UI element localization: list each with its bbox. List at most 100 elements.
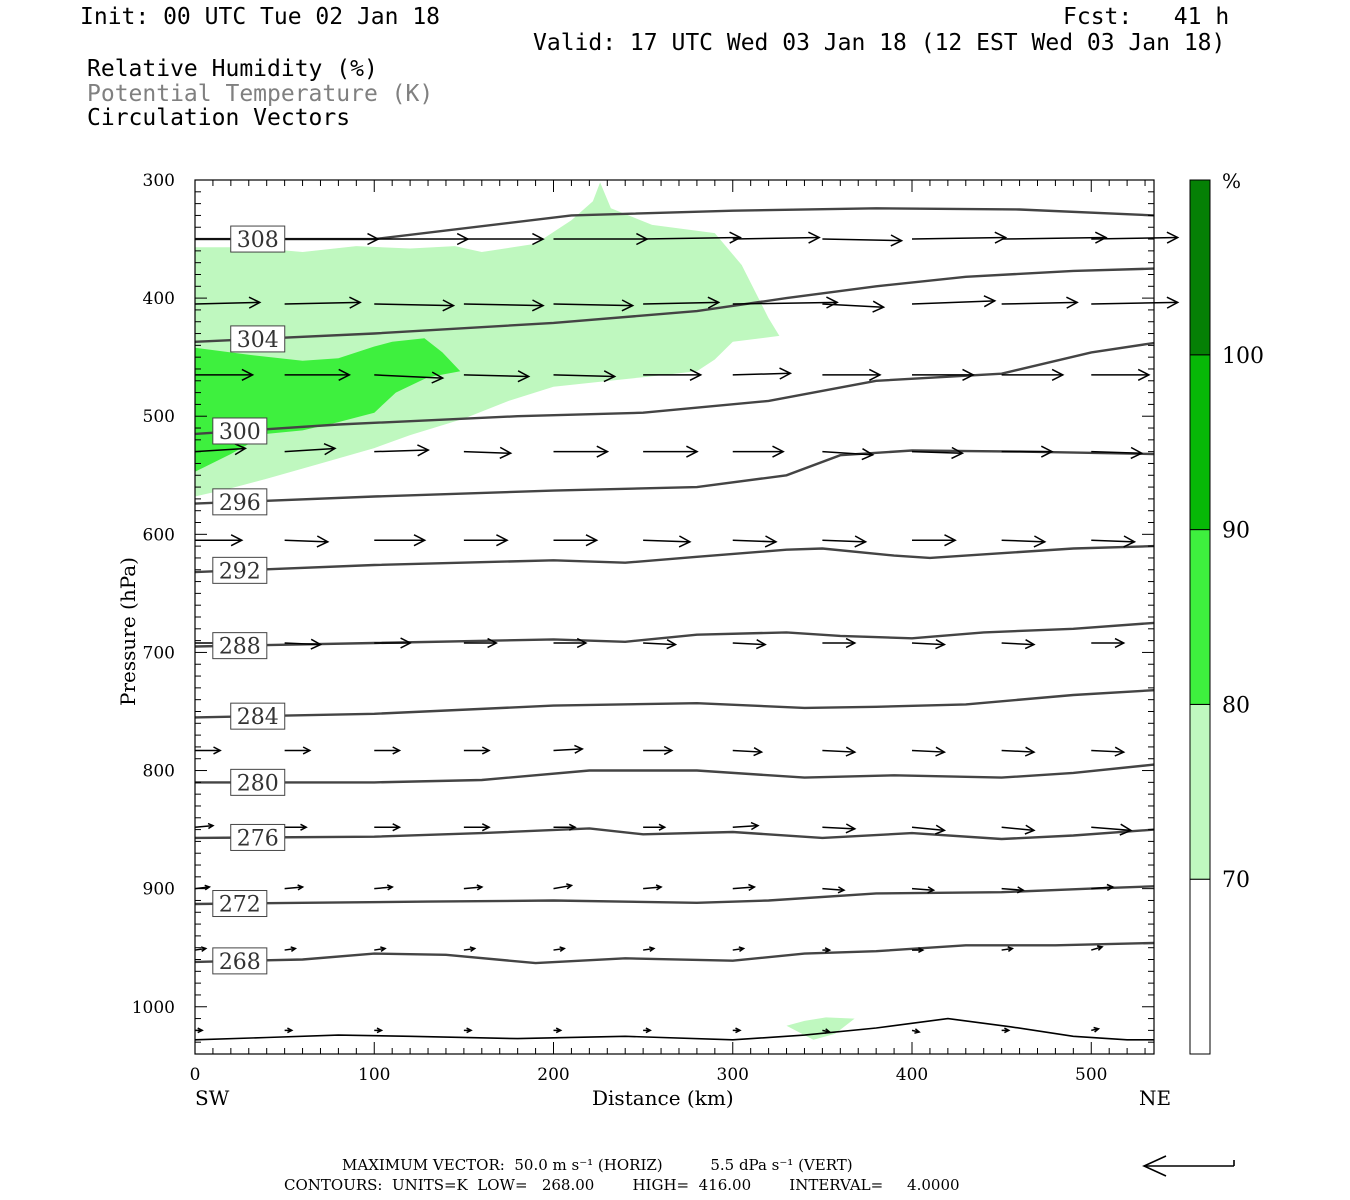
vector-head [1093, 1026, 1101, 1033]
vector-head [585, 534, 599, 547]
vector-shaft [822, 539, 866, 543]
circulation-vector [732, 367, 793, 380]
vector-shaft [1091, 826, 1131, 832]
vector-head [300, 823, 308, 831]
vector-head [753, 747, 764, 757]
vector-head [197, 1027, 204, 1034]
circulation-vector [643, 445, 699, 458]
vector-head [287, 1027, 294, 1034]
vector-head [234, 443, 248, 456]
theta-label-text: 280 [237, 771, 279, 796]
circulation-vector [911, 295, 997, 308]
circulation-vector [1001, 535, 1047, 548]
theta-label-276: 276 [230, 823, 286, 851]
vector-head [824, 1028, 832, 1034]
vector-head [338, 368, 352, 381]
vector-head [826, 296, 839, 309]
colorbar-unit: % [1222, 169, 1241, 193]
circulation-vector [732, 1027, 742, 1034]
circulation-vector [1091, 945, 1104, 951]
vector-shaft [284, 642, 321, 646]
vector-head [621, 299, 635, 312]
vector-head [487, 637, 498, 649]
vector-head [994, 231, 1008, 244]
circulation-vector [284, 638, 323, 650]
theta-label-text: 308 [237, 228, 279, 253]
vector-shaft [911, 887, 934, 891]
vector-head [845, 823, 857, 834]
y-tick-label: 900 [143, 880, 175, 900]
vector-head [1024, 639, 1036, 650]
circulation-vector [284, 884, 305, 891]
vector-shaft [1091, 450, 1142, 454]
theta-contour-276 [194, 827, 1155, 841]
vector-head [854, 535, 868, 548]
vector-head [323, 443, 337, 456]
vector-head [532, 232, 545, 246]
vector-head [1051, 368, 1065, 381]
vector-head [707, 296, 721, 309]
vector-shaft [553, 884, 572, 890]
y-tick-label: 500 [143, 407, 175, 427]
vector-head [914, 1028, 921, 1034]
colorbar-segment [1189, 529, 1211, 705]
circulation-vector [822, 535, 868, 548]
vector-head [890, 234, 904, 247]
circulation-vector [643, 639, 678, 650]
circulation-vector [374, 534, 427, 547]
colorbar-segment [1189, 354, 1211, 531]
theta-label-272: 272 [212, 890, 268, 918]
valid-time: Valid: 17 UTC Wed 03 Jan 18 (12 EST Wed … [533, 30, 1226, 56]
vector-head [576, 637, 588, 649]
circulation-vector [374, 946, 387, 953]
vector-head [431, 371, 445, 384]
vector-shaft [374, 449, 429, 453]
circulation-vector [911, 1028, 921, 1034]
circulation-vector [463, 1027, 473, 1034]
vector-shaft [1091, 539, 1135, 543]
vector-head [1016, 886, 1025, 894]
theta-label-text: 284 [237, 705, 279, 730]
circulation-vector [1001, 824, 1036, 835]
circulation-vector [284, 535, 330, 548]
theta-label-box [212, 488, 268, 516]
circulation-vector [1091, 823, 1133, 836]
circulation-vector [553, 1027, 563, 1034]
vector-shaft [822, 826, 855, 830]
circulation-vector [195, 746, 222, 755]
vector-head [918, 947, 925, 953]
circulation-vector [822, 823, 857, 834]
vector-head [1119, 823, 1133, 836]
vector-head [200, 946, 208, 953]
init-time: Init: 00 UTC Tue 02 Jan 18 [80, 4, 441, 30]
vector-head [596, 445, 610, 458]
vector-shaft [553, 748, 583, 752]
vector-shaft [1091, 946, 1103, 951]
vector-head [413, 534, 427, 547]
vector-head [386, 884, 394, 891]
circulation-vector [1091, 368, 1151, 381]
colorbar-segment [1189, 179, 1211, 356]
vector-head [678, 535, 692, 548]
vector-shaft [463, 886, 482, 890]
theta-label-text: 300 [219, 420, 261, 445]
vector-shaft [911, 642, 945, 646]
vector-head [417, 444, 430, 457]
vector-head [400, 637, 412, 649]
colorbar-label: 70 [1222, 868, 1250, 893]
theta-label-292: 292 [212, 556, 268, 584]
vector-shaft [1001, 947, 1013, 951]
vector-head [476, 884, 484, 891]
circulation-vector [553, 883, 574, 890]
theta-label-text: 296 [219, 491, 261, 516]
y-axis-title: Pressure (hPa) [116, 557, 140, 706]
max-vector-note: MAXIMUM VECTOR: 50.0 m s⁻¹ (HORIZ) 5.5 d… [342, 1156, 853, 1174]
theta-label-296: 296 [212, 488, 268, 516]
vector-head [1096, 945, 1104, 951]
surface-pressure-line [194, 1017, 1154, 1041]
circulation-vector [463, 370, 531, 383]
circulation-vector [1001, 296, 1079, 309]
vector-head [748, 883, 757, 892]
circulation-vector [374, 884, 394, 891]
circulation-vector [732, 231, 821, 244]
